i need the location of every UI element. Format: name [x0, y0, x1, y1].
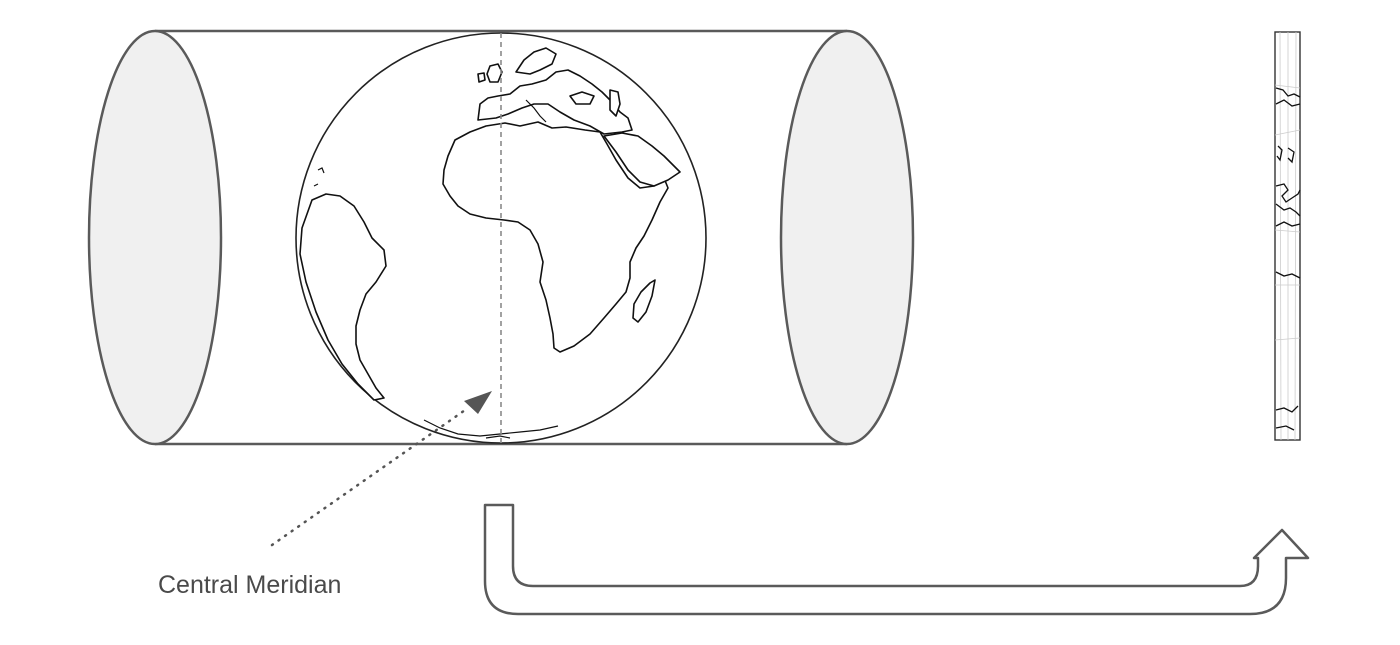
meridian-pointer [270, 391, 492, 547]
strip-coastlines [1275, 87, 1301, 431]
ireland-coastline [477, 72, 486, 83]
cylinder-left-cap [87, 29, 223, 446]
strip-graticule [1274, 31, 1301, 441]
madagascar-coastline [632, 279, 656, 323]
black-sea-coastline [569, 91, 595, 105]
scandinavia-coastline [515, 47, 557, 75]
caribbean-coastline [313, 167, 325, 187]
globe [295, 32, 707, 444]
projected-strip [1274, 31, 1301, 441]
pointer-arrowhead [464, 391, 492, 414]
caspian-sea-coastline [609, 89, 621, 117]
central-meridian-label: Central Meridian [158, 571, 341, 599]
africa-coastline [442, 121, 669, 353]
south-america-coastline [299, 193, 387, 401]
pointer-dotted-line [270, 406, 470, 547]
italy-coastline [525, 99, 547, 123]
cylinder-right-cap [779, 29, 915, 446]
unroll-arrow [483, 503, 1310, 616]
projection-cylinder [87, 29, 915, 446]
arabia-coastline [603, 132, 681, 187]
antarctica-coastline [423, 419, 559, 439]
british-isles-coastline [486, 63, 503, 83]
